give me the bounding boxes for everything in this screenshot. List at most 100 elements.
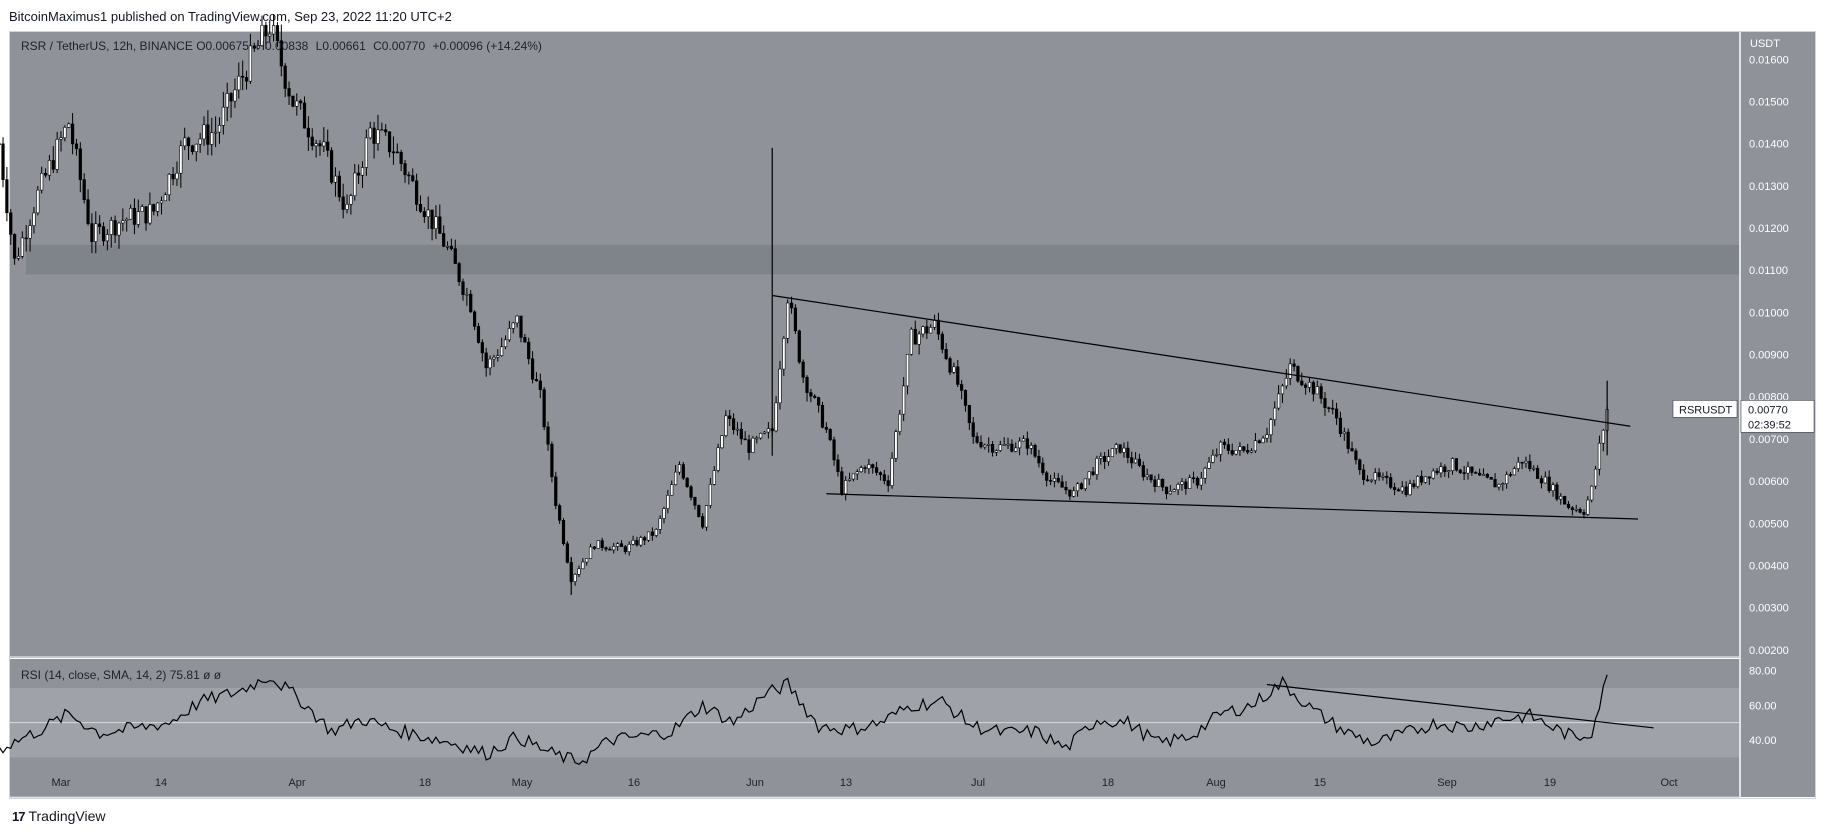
candle-body xyxy=(217,125,222,133)
candle-body xyxy=(871,464,875,468)
candle-body xyxy=(751,437,755,453)
candle-body xyxy=(1118,444,1122,453)
candle-body xyxy=(1369,479,1373,482)
candle-body xyxy=(1396,489,1401,492)
candle-body xyxy=(391,151,396,154)
candle-body xyxy=(1458,469,1462,473)
candle-body xyxy=(469,293,473,313)
open-value: 0.00675 xyxy=(205,39,249,53)
candle-body xyxy=(1060,481,1064,488)
candle-body xyxy=(264,24,268,37)
candle-body xyxy=(1381,475,1385,478)
candle-body xyxy=(1261,437,1265,444)
candle-body xyxy=(171,173,175,180)
candle-body xyxy=(1249,450,1254,453)
candle-body xyxy=(1280,385,1285,395)
candle-body xyxy=(1168,490,1172,495)
candle-body xyxy=(1072,490,1076,497)
candle-body xyxy=(743,438,747,441)
candle-body xyxy=(1188,477,1192,489)
candle-body xyxy=(728,415,732,419)
candle-body xyxy=(527,341,531,360)
candle-body xyxy=(1450,458,1455,471)
candle-body xyxy=(1535,467,1540,479)
candle-body xyxy=(1555,484,1559,500)
candle-body xyxy=(1497,484,1501,488)
candle-body xyxy=(1563,495,1567,505)
candle-body xyxy=(1276,393,1281,409)
candle-body xyxy=(774,402,778,432)
candle-body xyxy=(1296,366,1300,382)
candle-body xyxy=(113,220,117,236)
candle-body xyxy=(1149,474,1153,481)
candle-body xyxy=(1323,398,1327,408)
candle-body xyxy=(604,547,608,550)
candle-body xyxy=(1006,443,1010,446)
candle-body xyxy=(1543,476,1547,484)
candle-body xyxy=(697,504,701,517)
candle-body xyxy=(1110,448,1114,457)
symbol-name: RSRUSDT xyxy=(1679,404,1732,416)
candle-body xyxy=(1103,456,1107,462)
candle-body xyxy=(983,444,987,448)
price-tick-label: 0.00900 xyxy=(1749,350,1789,362)
candle-body xyxy=(13,233,17,259)
candle-body xyxy=(616,543,620,547)
candle-body xyxy=(353,172,357,197)
candle-body xyxy=(1315,386,1319,395)
candle-body xyxy=(1133,458,1138,464)
candle-body xyxy=(1219,441,1223,455)
candle-body xyxy=(1435,470,1439,474)
candle-body xyxy=(782,337,786,370)
candle-body xyxy=(190,145,195,152)
footer-brand[interactable]: 17 TradingView xyxy=(12,808,106,824)
price-pane[interactable] xyxy=(10,32,1739,656)
close-label: C xyxy=(373,39,382,53)
candle-body xyxy=(523,337,527,343)
candle-body xyxy=(1041,462,1045,474)
low-label: L xyxy=(315,39,323,53)
high-value: 0.00838 xyxy=(264,39,309,53)
candle-body xyxy=(268,33,272,37)
time-tick-label: May xyxy=(512,777,533,789)
candle-body xyxy=(1091,471,1095,475)
candle-body xyxy=(960,384,964,391)
candle-body xyxy=(735,428,740,431)
candle-body xyxy=(411,175,415,182)
candle-body xyxy=(20,237,24,257)
candle-body xyxy=(492,356,496,360)
candle-body xyxy=(913,328,917,345)
candle-body xyxy=(82,179,86,200)
trendline[interactable] xyxy=(826,493,1639,520)
candle-body xyxy=(542,389,546,428)
candle-body xyxy=(210,132,214,145)
candle-body xyxy=(639,537,643,546)
time-tick-label: 19 xyxy=(1544,777,1556,789)
candle-body xyxy=(538,380,542,390)
candle-body xyxy=(422,211,426,217)
candle-body xyxy=(109,220,113,235)
candle-body xyxy=(1547,476,1551,491)
rsi-tick-label: 60.00 xyxy=(1749,700,1777,712)
candle-body xyxy=(98,223,102,227)
trendline[interactable] xyxy=(772,294,1631,427)
candle-body xyxy=(1126,447,1130,458)
time-tick-label: 13 xyxy=(840,777,852,789)
candle-body xyxy=(318,143,322,147)
last-price-box xyxy=(1740,400,1815,433)
candle-body xyxy=(32,212,36,226)
candle-body xyxy=(156,202,160,212)
candle-body xyxy=(565,543,569,563)
candle-body xyxy=(1508,474,1513,476)
candle-body xyxy=(929,327,933,334)
candle-body xyxy=(1524,460,1528,464)
candle-body xyxy=(94,223,98,242)
candle-body xyxy=(1025,438,1029,449)
rsi-trendline[interactable] xyxy=(1266,683,1654,729)
price-ticks: 0.01600 0.01500 0.01400 0.01300 0.01200 0.011… xyxy=(1749,54,1789,656)
rsi-tick-label: 80.00 xyxy=(1749,666,1777,678)
candle-body xyxy=(909,328,913,355)
candle-body xyxy=(279,40,283,67)
candle-body xyxy=(658,518,662,530)
